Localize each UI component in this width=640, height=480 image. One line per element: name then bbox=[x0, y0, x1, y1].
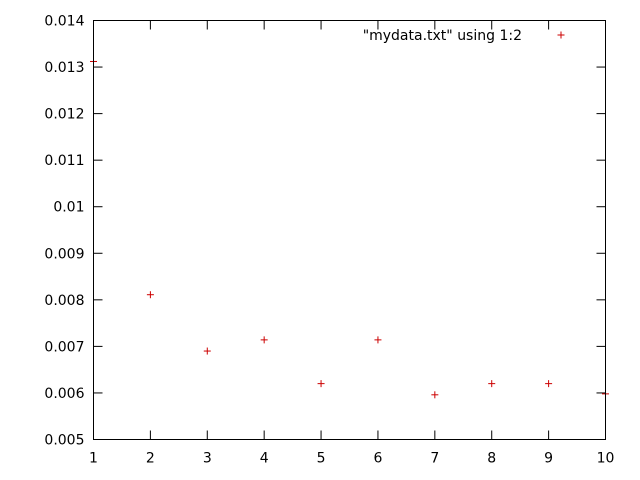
data-point bbox=[431, 391, 439, 399]
data-point bbox=[317, 380, 325, 388]
x-tick-label: 2 bbox=[146, 451, 155, 467]
plot-frame bbox=[93, 20, 606, 440]
x-axis-ticks: 1 2 3 4 5 6 7 8 9 10 bbox=[89, 20, 615, 467]
legend-marker-plus bbox=[557, 31, 565, 39]
y-tick-label: 0.011 bbox=[44, 153, 84, 169]
x-tick-label: 7 bbox=[430, 451, 439, 467]
y-tick-label: 0.007 bbox=[44, 339, 84, 355]
x-tick-label: 5 bbox=[317, 451, 326, 467]
y-tick-label: 0.01 bbox=[53, 200, 84, 216]
y-tick-label: 0.012 bbox=[44, 107, 84, 123]
data-point bbox=[488, 380, 496, 388]
x-tick-label: 3 bbox=[203, 451, 212, 467]
x-tick-label: 1 bbox=[89, 451, 98, 467]
x-tick-label: 10 bbox=[597, 451, 615, 467]
data-points bbox=[90, 57, 609, 399]
y-axis-ticks: 0.005 0.006 0.007 0.008 0.009 0.01 0.011 0.012 0… bbox=[44, 14, 606, 449]
data-point bbox=[146, 291, 154, 299]
x-tick-label: 8 bbox=[487, 451, 496, 467]
x-tick-label: 9 bbox=[544, 451, 553, 467]
y-tick-label: 0.006 bbox=[44, 386, 84, 402]
legend-label: "mydata.txt" using 1:2 bbox=[363, 28, 522, 44]
y-tick-label: 0.008 bbox=[44, 293, 84, 309]
x-tick-label: 4 bbox=[260, 451, 269, 467]
y-tick-label: 0.013 bbox=[44, 60, 84, 76]
y-tick-label: 0.009 bbox=[44, 246, 84, 262]
y-tick-label: 0.014 bbox=[44, 14, 84, 30]
data-point bbox=[374, 336, 382, 344]
data-point bbox=[203, 347, 211, 355]
data-point bbox=[545, 380, 553, 388]
y-tick-label: 0.005 bbox=[44, 433, 84, 449]
x-tick-label: 6 bbox=[373, 451, 382, 467]
data-point bbox=[260, 336, 268, 344]
legend-plus-icon bbox=[557, 31, 565, 39]
legend: "mydata.txt" using 1:2 bbox=[363, 28, 565, 44]
